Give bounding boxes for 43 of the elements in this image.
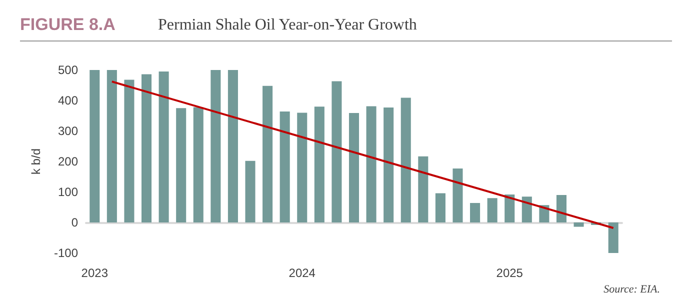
bar <box>90 70 100 222</box>
y-tick-label: 400 <box>58 94 78 108</box>
bar <box>452 168 463 222</box>
bar <box>522 196 532 222</box>
bar <box>608 222 618 253</box>
bar <box>314 106 324 222</box>
bar <box>280 111 290 222</box>
x-tick-label: 2025 <box>496 266 524 280</box>
bar <box>142 74 152 222</box>
bar <box>556 195 566 222</box>
bar <box>366 106 376 222</box>
x-tick-label: 2024 <box>288 266 316 280</box>
y-tick-label: 300 <box>58 124 78 138</box>
bar <box>262 86 273 222</box>
bar <box>297 112 308 222</box>
chart-subtitle: Permian Shale Oil Year-on-Year Growth <box>158 16 417 34</box>
bar <box>384 108 394 222</box>
bar <box>245 160 256 222</box>
y-tick-label: 500 <box>58 63 78 77</box>
bar <box>176 108 186 222</box>
bar <box>574 222 584 227</box>
bar <box>228 70 238 222</box>
y-tick-label: 100 <box>58 185 78 199</box>
bar <box>106 70 117 222</box>
bar <box>418 156 428 222</box>
bar <box>332 81 342 222</box>
chart-title: FIGURE 8.A <box>20 15 116 34</box>
bar <box>435 193 446 222</box>
bar <box>124 80 134 222</box>
bar <box>210 70 221 222</box>
bar <box>158 72 169 222</box>
y-tick-label: 200 <box>58 154 78 168</box>
bar <box>400 98 411 222</box>
x-tick-label: 2023 <box>81 266 108 280</box>
y-axis-title: k b/d <box>29 148 43 175</box>
bar <box>193 107 204 222</box>
bar <box>487 198 498 222</box>
bar <box>348 113 360 222</box>
source-note: Source: EIA. <box>604 284 660 296</box>
bar <box>470 202 480 222</box>
y-tick-label: -100 <box>54 246 78 260</box>
bar <box>504 194 515 222</box>
y-tick-label: 0 <box>71 216 78 230</box>
